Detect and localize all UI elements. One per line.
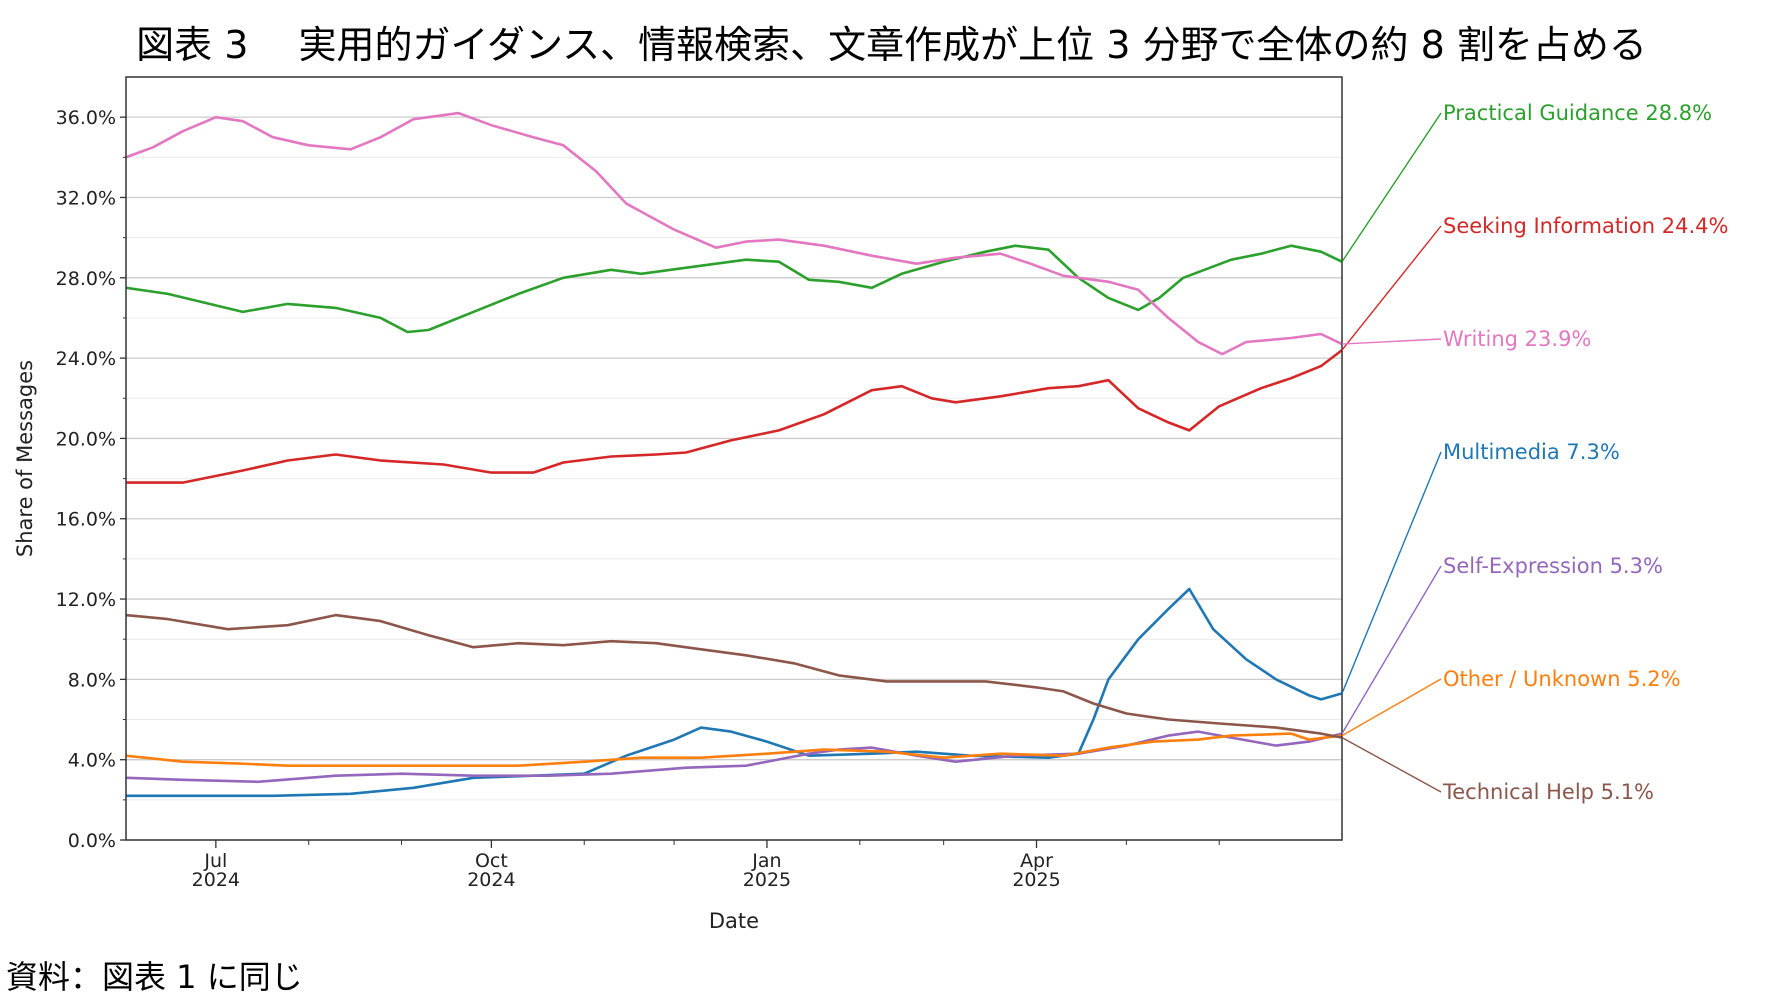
series-label: Practical Guidance 28.8% [1443, 101, 1712, 125]
series-label: Other / Unknown 5.2% [1443, 667, 1681, 691]
series-line [125, 111, 1343, 356]
series-label: Technical Help 5.1% [1442, 780, 1654, 804]
y-tick-label: 16.0% [56, 509, 116, 531]
figure-title: 図表 3 実用的ガイダンス、情報検索、文章作成が上位 3 分野で全体の約 8 割… [136, 23, 1647, 67]
plot-frame [125, 76, 1343, 841]
x-tick-sublabel: 2025 [743, 869, 791, 891]
label-leader-line [1341, 565, 1442, 734]
x-tick-label: Jan [751, 850, 781, 872]
series-line [125, 730, 1343, 784]
x-tick-label: Apr [1020, 850, 1053, 872]
x-axis-label: Date [709, 909, 759, 933]
series-label: Writing 23.9% [1443, 327, 1591, 351]
y-tick-label: 36.0% [56, 107, 116, 129]
label-leader-line [1341, 225, 1442, 351]
y-axis-label: Share of Messages [13, 360, 37, 557]
label-leader-line [1341, 451, 1442, 694]
y-tick-label: 12.0% [56, 589, 116, 611]
series-line [125, 732, 1343, 767]
x-tick-sublabel: 2024 [192, 869, 240, 891]
series-label: Multimedia 7.3% [1443, 440, 1620, 464]
y-tick-label: 20.0% [56, 428, 116, 450]
y-tick-label: 0.0% [68, 830, 116, 852]
x-tick-sublabel: 2025 [1012, 869, 1060, 891]
source-note: 資料：図表 1 に同じ [6, 958, 303, 996]
x-tick-sublabel: 2024 [467, 869, 515, 891]
y-tick-label: 28.0% [56, 268, 116, 290]
axes: 0.0% 4.0% 8.0% 12.0% 16.0% 20.0% 24.0% 28.0% 32.… [56, 107, 1220, 891]
series-line [126, 349, 1343, 484]
series-label: Self-Expression 5.3% [1443, 554, 1663, 578]
series-lines [125, 111, 1343, 798]
x-tick-label: Oct [475, 850, 508, 872]
series-line [125, 244, 1343, 334]
y-tick-label: 24.0% [56, 348, 116, 370]
y-tick-label: 32.0% [56, 187, 116, 209]
label-leader-line [1341, 338, 1442, 345]
y-tick-label: 4.0% [68, 750, 116, 772]
x-tick-label: Jul [203, 850, 227, 872]
label-leader-line [1341, 736, 1442, 793]
y-tick-label: 8.0% [68, 669, 116, 691]
label-leader-line [1341, 112, 1442, 263]
label-leader-line [1341, 678, 1442, 737]
series-label: Seeking Information 24.4% [1443, 214, 1728, 238]
series-labels: Practical Guidance 28.8% Seeking Informat… [1341, 101, 1728, 804]
series-line [125, 613, 1343, 739]
